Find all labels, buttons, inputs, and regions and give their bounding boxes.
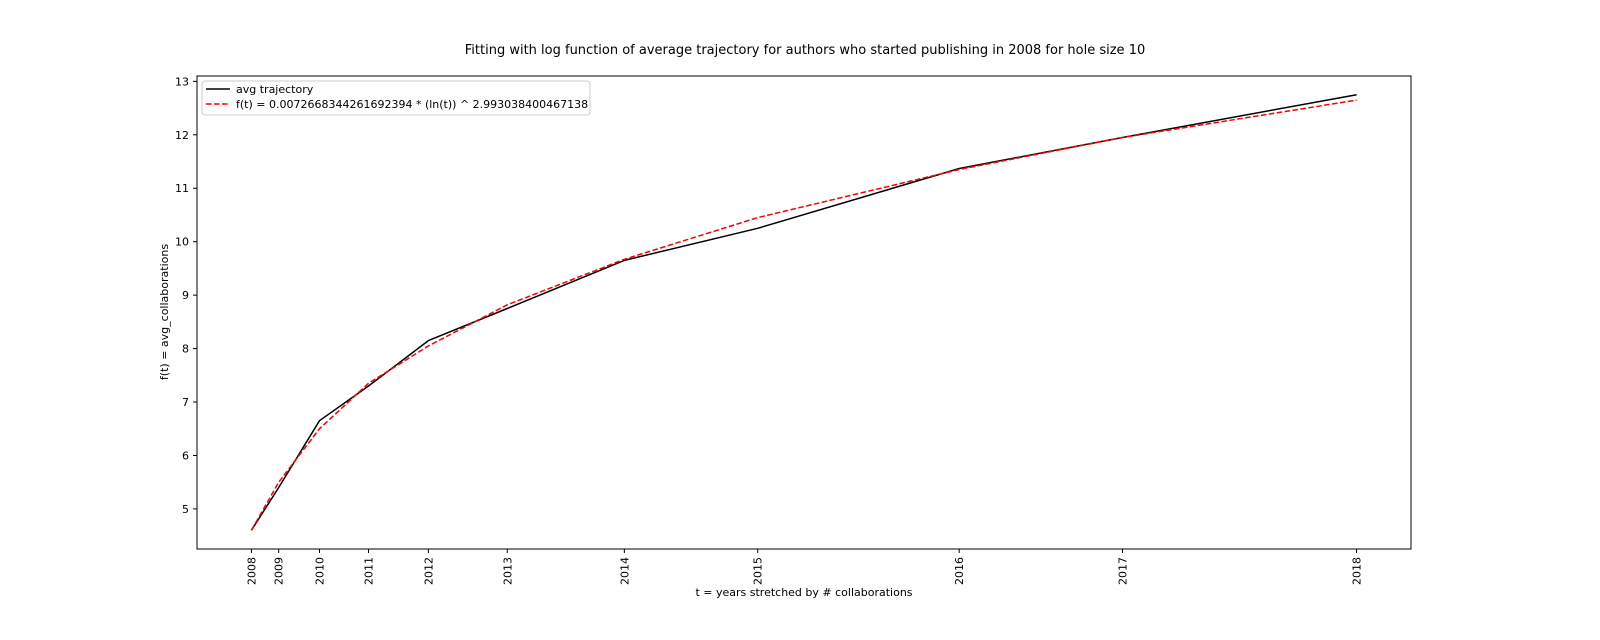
x-axis: 2008 2009 2010 2011 2012 2013 2014 2015 2016 2017… [245,549,1364,585]
y-tick-label: 5 [182,503,189,516]
legend-box [201,80,591,116]
x-tick-label: 2016 [953,557,966,585]
x-tick-label: 2015 [752,557,765,585]
x-tick-label: 2013 [501,557,514,585]
y-tick-label: 11 [175,182,189,195]
legend: avg trajectory f(t) = 0.0072668344261692… [201,80,591,116]
y-tick-label: 6 [182,449,189,462]
plot-lines [250,93,1357,531]
y-axis: 5 6 7 8 9 10 11 12 13 [175,75,197,516]
x-tick-label: 2012 [422,557,435,585]
y-axis-label: f(t) = avg_collaborations [158,244,171,380]
legend-label-fit: f(t) = 0.0072668344261692394 * (ln(t)) ^… [236,98,588,111]
x-tick-label: 2017 [1116,557,1129,585]
chart-title: Fitting with log function of average tra… [465,43,1145,58]
y-tick-label: 7 [182,396,189,409]
x-tick-label: 2009 [273,557,286,585]
plot-area-frame [196,75,1412,550]
x-tick-label: 2018 [1351,557,1364,585]
y-tick-label: 9 [182,289,189,302]
x-tick-label: 2011 [362,557,375,585]
y-tick-label: 13 [175,75,189,88]
y-tick-label: 10 [175,236,189,249]
x-tick-label: 2008 [245,557,258,585]
series-line-fit [250,99,1357,531]
x-tick-label: 2010 [313,557,326,585]
y-tick-label: 8 [182,343,189,356]
x-tick-label: 2014 [618,557,631,585]
y-tick-label: 12 [175,129,189,142]
legend-label-avg-trajectory: avg trajectory [236,83,314,96]
x-axis-label: t = years stretched by # collaborations [695,586,912,599]
